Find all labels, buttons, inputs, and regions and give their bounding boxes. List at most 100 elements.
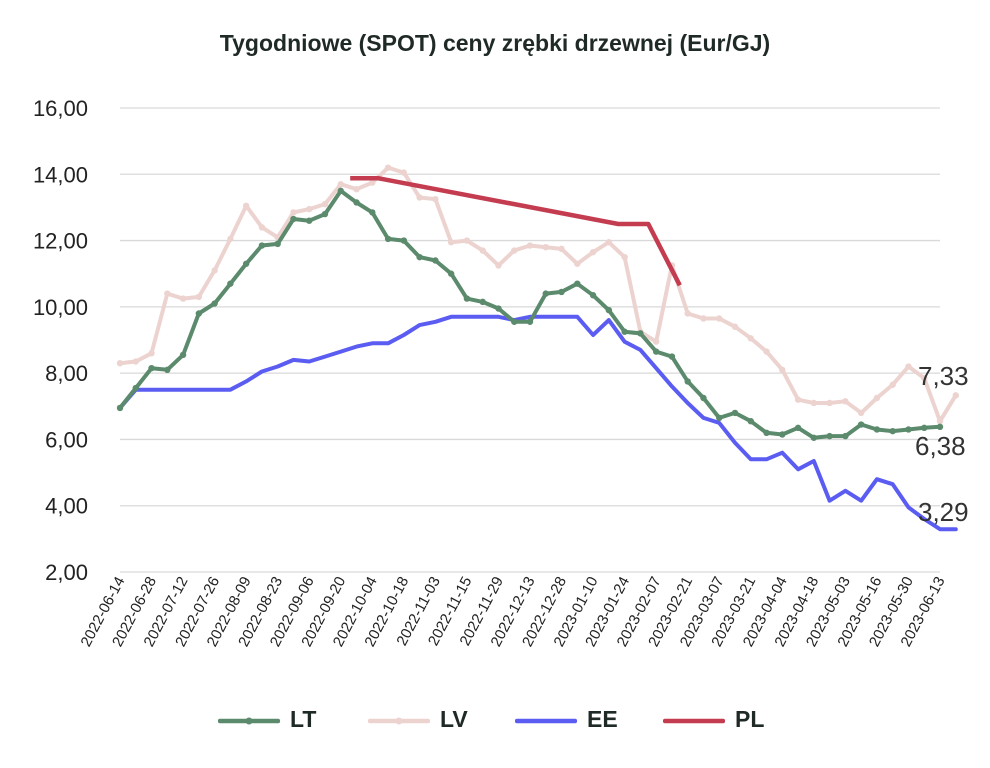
legend: LT LV EE PL [0,700,990,744]
data-point-lv [290,209,297,216]
data-point-lv [116,360,124,367]
data-point-lv [684,310,691,317]
data-point-lt [416,253,423,261]
data-point-lv [463,237,471,244]
data-point-lv [731,323,739,330]
y-tick-label: 6,00 [45,427,88,452]
data-point-lv [542,244,549,251]
gridlines [120,107,940,573]
data-point-lt [432,257,439,264]
data-point-lv [447,239,455,246]
data-point-lv [826,399,833,407]
data-point-lt [479,298,486,306]
legend-label-pl: PL [735,706,765,732]
data-point-lt [306,217,313,224]
data-point-lt [684,378,691,385]
data-point-lt [716,414,723,422]
data-point-lt [179,351,187,359]
data-point-lt [652,348,660,355]
data-point-lt [227,280,234,287]
data-point-lv [779,366,786,374]
data-point-lt [384,235,392,243]
data-point-lv [511,247,518,254]
data-point-lt [936,423,944,431]
end-value-labels: 7,33 6,38 3,29 [915,361,969,527]
data-point-lv [905,363,912,370]
data-point-lv [621,253,628,261]
data-point-lv [306,205,313,213]
data-point-lt [921,424,928,432]
data-point-lv [810,399,818,407]
y-tick-label: 10,00 [33,295,88,320]
data-point-lt [290,215,297,223]
data-point-lv [857,409,865,417]
legend-item-lv: LV [368,706,508,738]
y-tick-label: 8,00 [45,361,88,386]
data-point-lt [826,432,833,440]
data-point-lv [164,290,171,297]
series-lv [116,164,959,425]
legend-item-lt: LT [218,706,358,738]
legend-swatch-lt [218,717,280,725]
data-point-lt [889,427,896,435]
data-point-lt [447,270,455,277]
data-point-lv [195,293,203,301]
data-point-lt [369,209,376,216]
data-point-lv [242,202,250,209]
data-point-lt [731,409,739,417]
data-point-lt [905,426,912,433]
data-point-lv [716,315,723,322]
data-point-lt [668,353,676,360]
data-point-lt [321,210,329,218]
data-point-lt [242,260,250,267]
data-point-lv [369,179,376,186]
data-point-lv [321,200,329,208]
legend-label-lt: LT [290,706,317,732]
data-point-lv [384,164,392,171]
line-chart: 2,00 4,00 6,00 8,00 10,00 12,00 14,00 16,00 202… [33,96,969,650]
data-point-lt [116,404,124,412]
data-point-lv [353,186,360,193]
data-point-lt [274,240,281,248]
data-point-lv [794,396,802,403]
data-point-lt [637,330,644,337]
series-lt [116,187,944,441]
data-point-lv [936,418,944,425]
data-point-lt [574,280,581,287]
series-line-pl [350,176,682,287]
legend-item-ee: EE [515,706,655,738]
data-point-lv [495,262,502,269]
series-pl [350,176,682,287]
data-point-lv [747,335,754,342]
data-point-lt [463,295,471,302]
end-label-lt: 6,38 [915,431,966,461]
end-label-lv: 7,33 [918,361,969,391]
data-point-lv [179,295,187,302]
data-point-lv [400,169,408,176]
data-point-lt [337,187,344,195]
legend-label-lv: LV [440,706,468,732]
data-point-lt [542,290,549,297]
data-point-lv [432,195,439,203]
data-point-lt [700,394,707,402]
data-point-lv [605,239,613,246]
data-point-lt [353,199,360,206]
data-point-lv [652,338,660,345]
y-tick-label: 4,00 [45,494,88,519]
data-point-lt [558,288,565,296]
data-point-lt [211,300,218,307]
data-point-lv [700,315,707,322]
x-axis-ticks: 2022-06-142022-06-282022-07-122022-07-26… [77,574,948,650]
data-point-lv [227,235,234,243]
data-point-lt [526,318,534,325]
data-point-lv [574,260,581,267]
data-point-lt [164,366,171,374]
data-point-lv [873,394,881,402]
data-point-lv [842,398,849,405]
data-point-lt [763,429,770,436]
data-point-lv [148,350,155,357]
data-point-lv [526,242,534,249]
data-point-lv [479,247,486,254]
y-tick-label: 12,00 [33,229,88,254]
data-point-lv [952,392,959,399]
